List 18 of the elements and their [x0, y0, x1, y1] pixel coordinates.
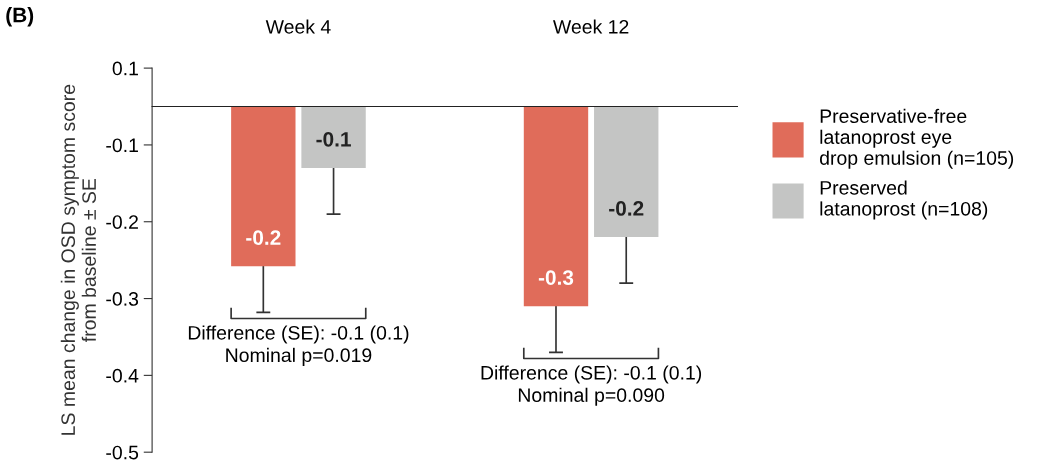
y-tick-label: -0.1 — [106, 138, 138, 153]
text: (B) — [6, 7, 34, 27]
data-label: -0.2 — [609, 201, 644, 216]
y-axis-title: LS mean change in OSD symptom score from baseline ± SE — [60, 84, 97, 435]
legend-label: Preservative-free latanoprost eye drop emulsion (n=105) — [819, 108, 1014, 169]
legend-label: Preserved latanoprost (n=108) — [820, 180, 988, 220]
annotation: Difference (SE): -0.1 (0.1) Nominal p=0.090 — [481, 365, 702, 406]
data-label: -0.2 — [246, 230, 281, 245]
y-tick-label: -0.5 — [106, 445, 139, 460]
y-tick-label: -0.2 — [106, 215, 138, 229]
data-label: -0.1 — [316, 131, 351, 147]
y-tick-label: -0.4 — [106, 368, 139, 383]
annotation: Difference (SE): -0.1 (0.1) Nominal p=0.019 — [188, 325, 409, 366]
y-tick-label: 0.1 — [112, 61, 138, 76]
x-tick-label: Week 4 — [265, 19, 331, 34]
x-tick-label: Week 12 — [553, 19, 629, 34]
y-tick-label: -0.3 — [106, 292, 139, 306]
data-label: -0.3 — [538, 270, 574, 285]
